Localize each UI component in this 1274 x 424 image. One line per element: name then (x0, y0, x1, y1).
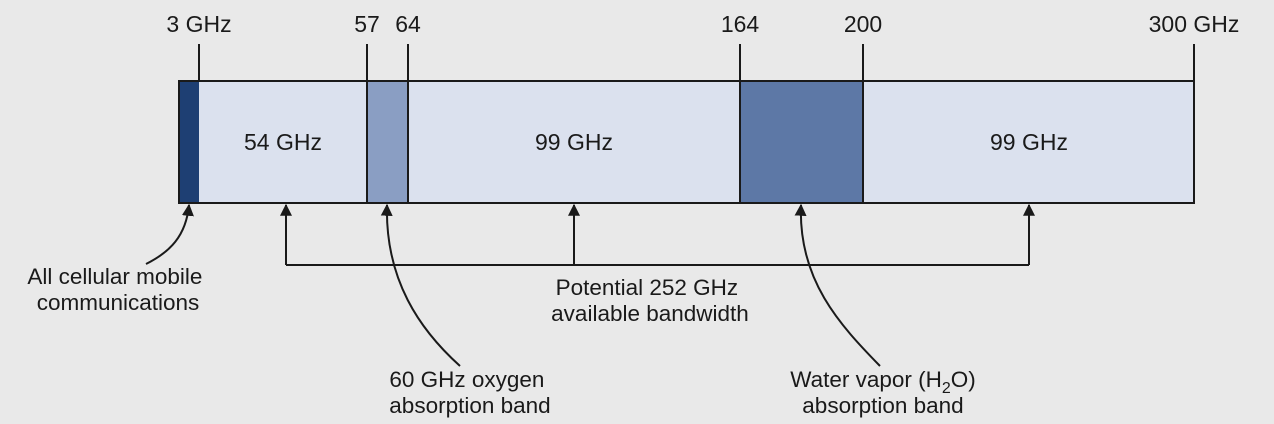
potential-bandwidth-line1: Potential 252 GHz (556, 275, 739, 300)
potential-bandwidth-line2: available bandwidth (551, 301, 749, 326)
segment-label-54ghz: 54 GHz (244, 129, 322, 155)
cellular-annotation-line2: communications (37, 290, 200, 315)
cellular-annotation-line1: All cellular mobile (27, 264, 202, 289)
tick-label-57: 57 (354, 11, 380, 37)
band-200-300 (863, 81, 1194, 203)
segment-label-99ghz-b: 99 GHz (990, 129, 1068, 155)
water-vapor-text-pre: Water vapor (H (790, 367, 942, 392)
callout-arrow-cellular (145, 203, 194, 265)
oxygen-annotation: 60 GHz oxygen absorption band (389, 367, 550, 418)
callout-arrow-water (794, 203, 881, 367)
potential-bandwidth-label: Potential 252 GHz available bandwidth (551, 275, 749, 326)
tick-label-3ghz: 3 GHz (166, 11, 231, 37)
band-64-164 (408, 81, 740, 203)
water-vapor-subscript: 2 (942, 380, 951, 397)
water-vapor-annotation-line2: absorption band (802, 393, 963, 418)
spectrum-outline (178, 80, 1195, 204)
band-3-57 (199, 81, 367, 203)
oxygen-annotation-line1: 60 GHz oxygen (389, 367, 544, 392)
oxygen-annotation-line2: absorption band (389, 393, 550, 418)
water-vapor-text-post: O) (951, 367, 976, 392)
tick-label-64: 64 (395, 11, 421, 37)
band-oxygen (367, 81, 408, 203)
tick-label-200: 200 (844, 11, 882, 37)
band-water-vapor (740, 81, 863, 203)
segment-label-99ghz-a: 99 GHz (535, 129, 613, 155)
tick-label-164: 164 (721, 11, 760, 37)
water-vapor-annotation-line1: Water vapor (H2O) (790, 367, 976, 397)
callout-arrow-oxygen (380, 203, 461, 367)
cellular-annotation: All cellular mobile communications (27, 264, 208, 315)
tick-label-300ghz: 300 GHz (1149, 11, 1240, 37)
band-cellular (179, 81, 199, 203)
